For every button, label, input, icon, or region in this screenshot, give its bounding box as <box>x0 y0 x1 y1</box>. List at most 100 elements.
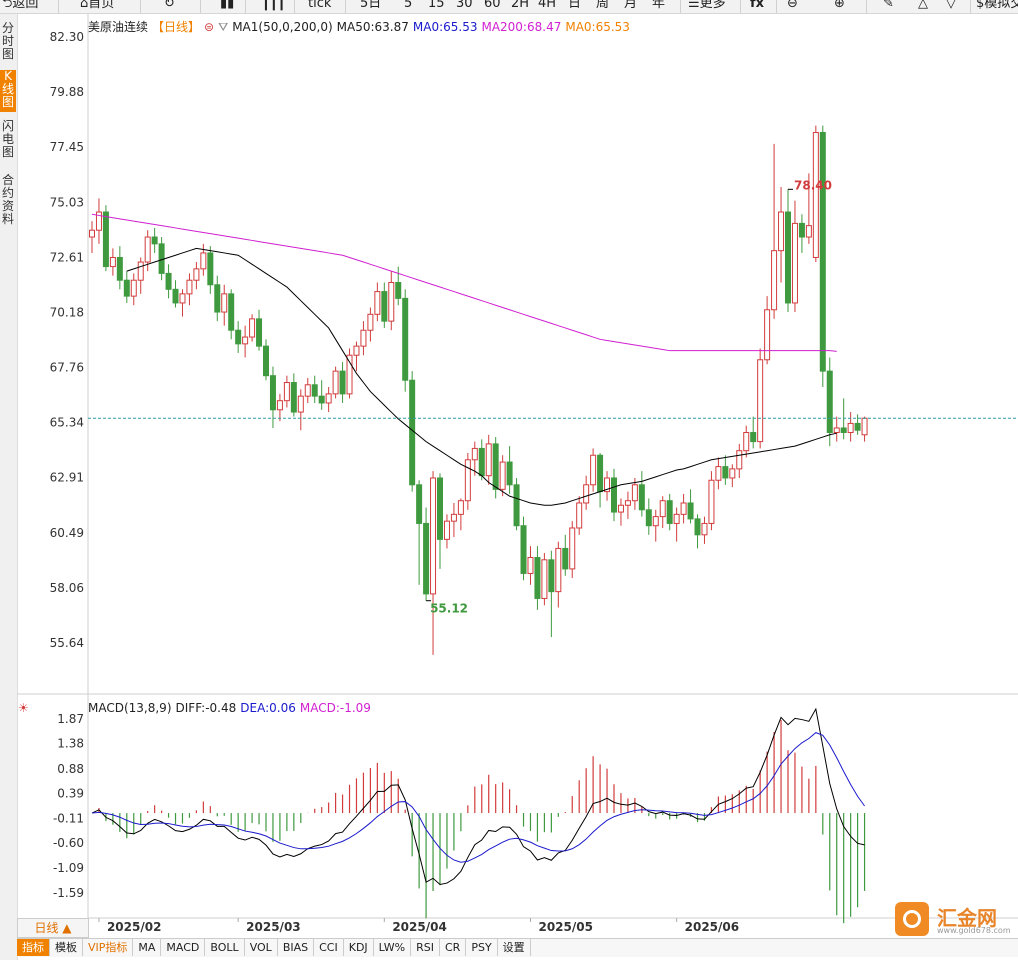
tab-ma[interactable]: MA <box>133 939 162 956</box>
tab-cci[interactable]: CCI <box>314 939 344 956</box>
price-tick-label: 60.49 <box>50 526 84 540</box>
period-week[interactable]: 周 <box>596 0 610 11</box>
ma0-value: MA0:65.53 <box>412 20 478 34</box>
period-month[interactable]: 月 <box>624 0 638 11</box>
candle-body <box>506 461 513 486</box>
candle-body <box>263 345 269 377</box>
back-arrow-icon: ⮌ <box>2 0 13 11</box>
macd-tick-label: -0.11 <box>53 812 84 826</box>
candle-body <box>374 291 381 315</box>
tab-rsi[interactable]: RSI <box>411 939 440 956</box>
period-year[interactable]: 年 <box>652 0 666 11</box>
tab-bias[interactable]: BIAS <box>278 939 315 956</box>
side-tab-flash[interactable]: 闪电图 <box>1 119 14 159</box>
candle-body <box>812 131 819 258</box>
menu-icon: ☰ <box>688 0 700 11</box>
candle-body <box>325 393 332 404</box>
formula-button[interactable]: fx <box>750 0 765 11</box>
candle-body <box>743 432 750 452</box>
candle-body <box>576 502 583 529</box>
zoom-out-icon[interactable]: ⊖ <box>787 0 798 11</box>
candle-body <box>624 500 631 506</box>
zoom-in-icon[interactable]: ⊕ <box>834 0 845 11</box>
candle-body <box>123 279 130 297</box>
candle-body <box>256 318 263 347</box>
simulate-trade-button[interactable]: $模拟交 <box>976 0 1018 13</box>
period-5[interactable]: 5 <box>404 0 413 11</box>
tab-cr[interactable]: CR <box>440 939 467 956</box>
period-2h[interactable]: 2H <box>511 0 530 11</box>
price-tick-label: 67.76 <box>50 361 84 375</box>
tab-vol[interactable]: VOL <box>245 939 278 956</box>
period-5d[interactable]: 5日 <box>360 0 382 11</box>
period-60[interactable]: 60 <box>484 0 501 11</box>
tab-indicator[interactable]: 指标 <box>17 939 50 956</box>
main-legend: 美原油连续 【日线】 ⊜ ⛛ MA1(50,0,200,0) MA50:63.87 MA0:… <box>88 18 634 35</box>
period-4h[interactable]: 4H <box>538 0 557 11</box>
pen-icon[interactable]: ✎ <box>883 0 894 11</box>
tab-settings[interactable]: 设置 <box>498 939 531 956</box>
tab-vip-indicator[interactable]: VIP指标 <box>83 939 134 956</box>
period-30[interactable]: 30 <box>456 0 473 11</box>
chevron-down-icon[interactable]: ▽ <box>946 0 956 11</box>
tab-psy[interactable]: PSY <box>466 939 498 956</box>
tab-macd[interactable]: MACD <box>161 939 206 956</box>
tab-template[interactable]: 模板 <box>50 939 83 956</box>
candle-body <box>193 268 200 281</box>
logo-icon <box>895 902 929 936</box>
settings-icon[interactable]: ⊜ <box>204 20 215 34</box>
dea-value: DEA:0.06 <box>240 701 296 715</box>
candle-body <box>381 291 388 322</box>
candle-body <box>854 422 861 431</box>
candle-body <box>235 329 242 345</box>
tick-button[interactable]: tick <box>308 0 332 11</box>
candle-body <box>736 450 743 470</box>
more-button[interactable]: ☰更多 <box>688 0 726 13</box>
candle-body <box>778 211 785 252</box>
candle-body <box>840 427 847 434</box>
period-selector[interactable]: 日线 ▲ <box>17 918 89 938</box>
tab-boll[interactable]: BOLL <box>205 939 245 956</box>
macd-tick-label: -1.09 <box>53 861 84 875</box>
side-tab-contract-info[interactable]: 合约资料 <box>1 173 14 226</box>
candlestick-icon[interactable]: ┃┃┃ <box>262 0 286 11</box>
candle-body <box>680 502 687 515</box>
period-15[interactable]: 15 <box>428 0 445 11</box>
candle-body <box>798 222 805 238</box>
period-label: 【日线】 <box>152 20 201 34</box>
candle-body <box>708 479 715 524</box>
back-button[interactable]: ⮌返回 <box>2 0 38 13</box>
candle-body <box>478 447 485 477</box>
candle-body <box>402 297 409 381</box>
candle-body <box>228 293 235 331</box>
candle-body <box>464 459 471 502</box>
bar-chart-icon[interactable]: ▮▮ <box>220 0 235 11</box>
candle-body <box>673 513 680 524</box>
tab-kdj[interactable]: KDJ <box>344 939 374 956</box>
candle-body <box>137 261 144 281</box>
price-tick-label: 65.34 <box>50 416 84 430</box>
candle-body <box>395 281 402 299</box>
home-button[interactable]: ⌂首页 <box>80 0 114 13</box>
side-tab-kline[interactable]: K线图 <box>0 70 16 112</box>
price-tick-label: 82.30 <box>50 30 84 44</box>
macd-tick-label: 0.88 <box>57 762 84 776</box>
tab-lw[interactable]: LW% <box>374 939 412 956</box>
candle-body <box>597 454 604 493</box>
candle-body <box>457 500 464 515</box>
triangle-up-icon[interactable]: △ <box>918 0 928 11</box>
side-tab-timeshare[interactable]: 分时图 <box>1 21 14 61</box>
indicator-icon[interactable]: ⛛ <box>218 20 229 34</box>
period-day[interactable]: 日 <box>568 0 582 11</box>
candle-body <box>631 484 638 502</box>
high-price-label: 78.40 <box>794 178 832 192</box>
candle-body <box>430 477 437 595</box>
candle-body <box>200 252 207 270</box>
candle-body <box>346 354 353 395</box>
refresh-icon[interactable]: ↻ <box>164 0 175 11</box>
candle-body <box>659 500 666 518</box>
macd-settings-icon[interactable]: ☀ <box>18 701 29 715</box>
candle-body <box>499 461 506 490</box>
candle-body <box>221 293 228 313</box>
